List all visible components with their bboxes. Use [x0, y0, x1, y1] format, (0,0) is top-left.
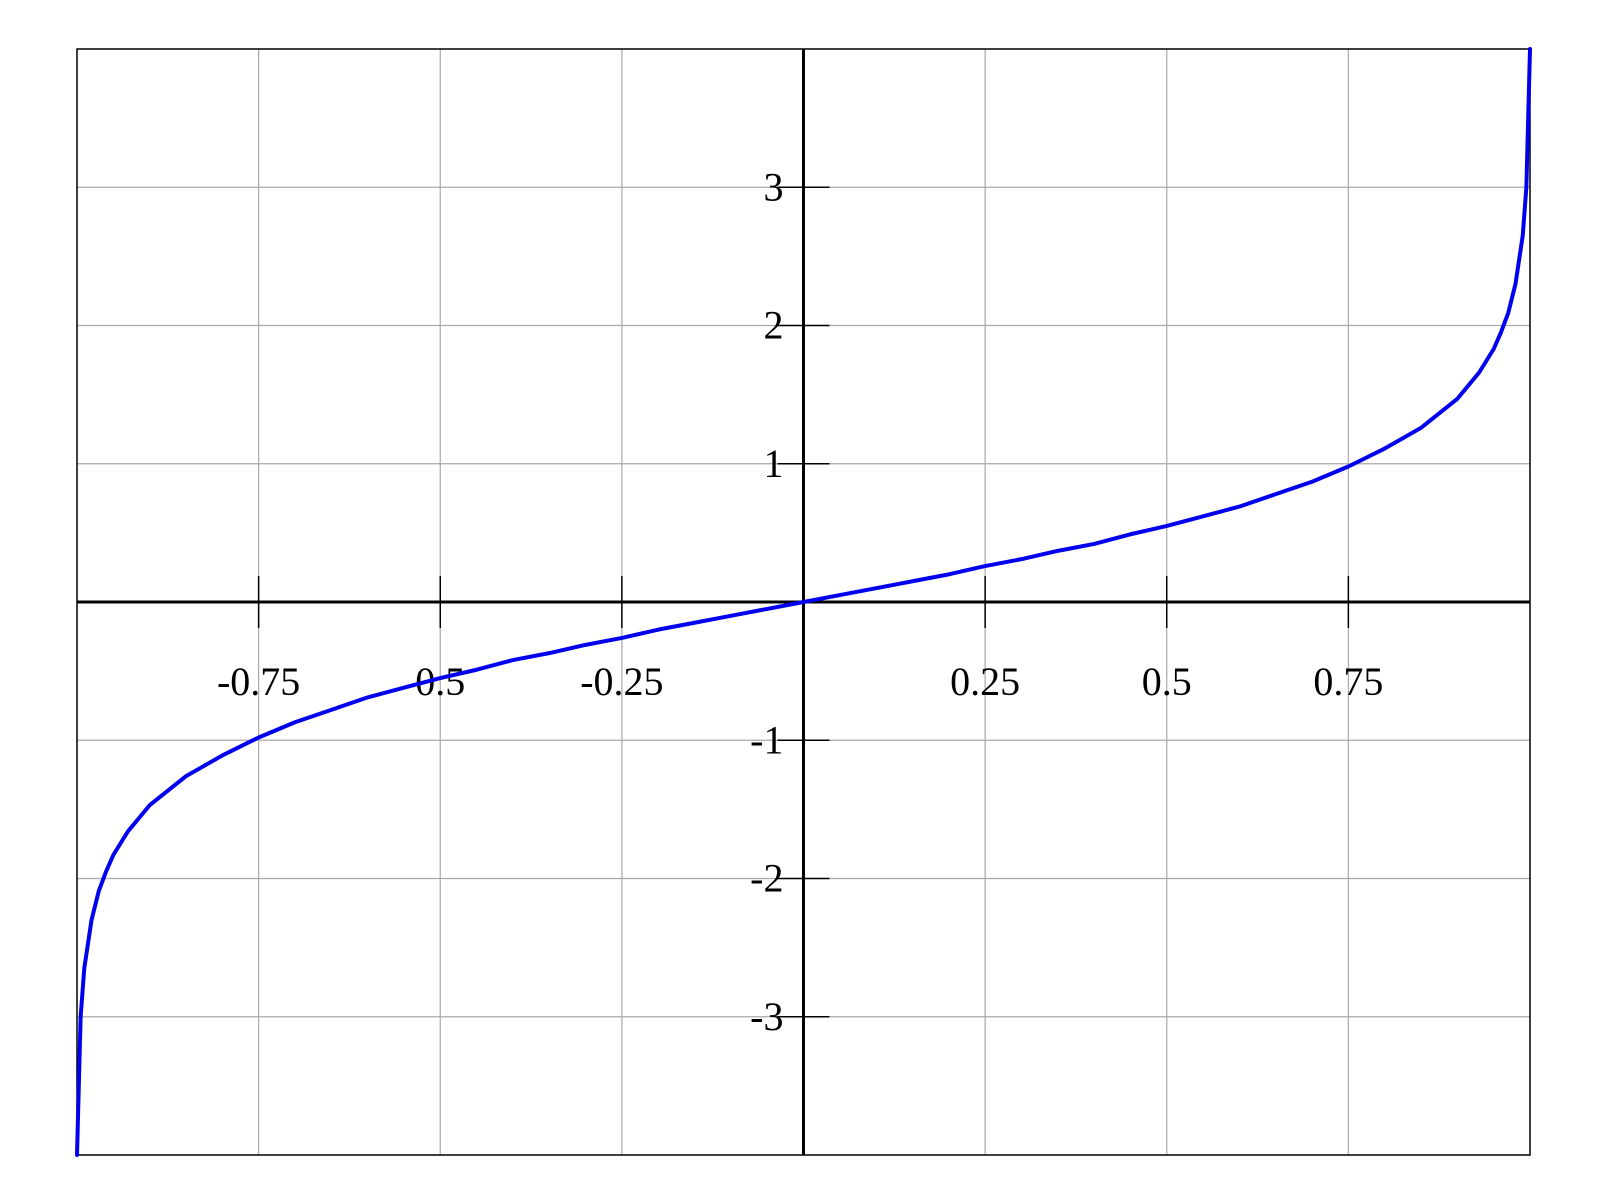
x-tick-label: 0.5 [1142, 659, 1192, 704]
x-tick-label: 0.75 [1313, 659, 1383, 704]
y-tick-label: 2 [764, 303, 784, 348]
x-tick-label: -0.75 [217, 659, 300, 704]
y-tick-label: -1 [750, 717, 783, 762]
x-tick-label: 0.25 [950, 659, 1020, 704]
x-tick-labels: -0.75 0.5 -0.25 0.25 0.5 0.75 [217, 659, 1383, 704]
y-tick-label: 1 [764, 441, 784, 486]
y-tick-label: -3 [750, 994, 783, 1039]
x-tick-label: -0.25 [580, 659, 663, 704]
axis-ticks [257, 186, 1350, 1018]
y-tick-label: 3 [764, 164, 784, 209]
y-tick-labels: 3 2 1 -1 -2 -3 [750, 164, 783, 1039]
y-tick-label: -2 [750, 856, 783, 901]
series-line [75, 47, 1532, 1157]
series-layer [75, 47, 1532, 1157]
